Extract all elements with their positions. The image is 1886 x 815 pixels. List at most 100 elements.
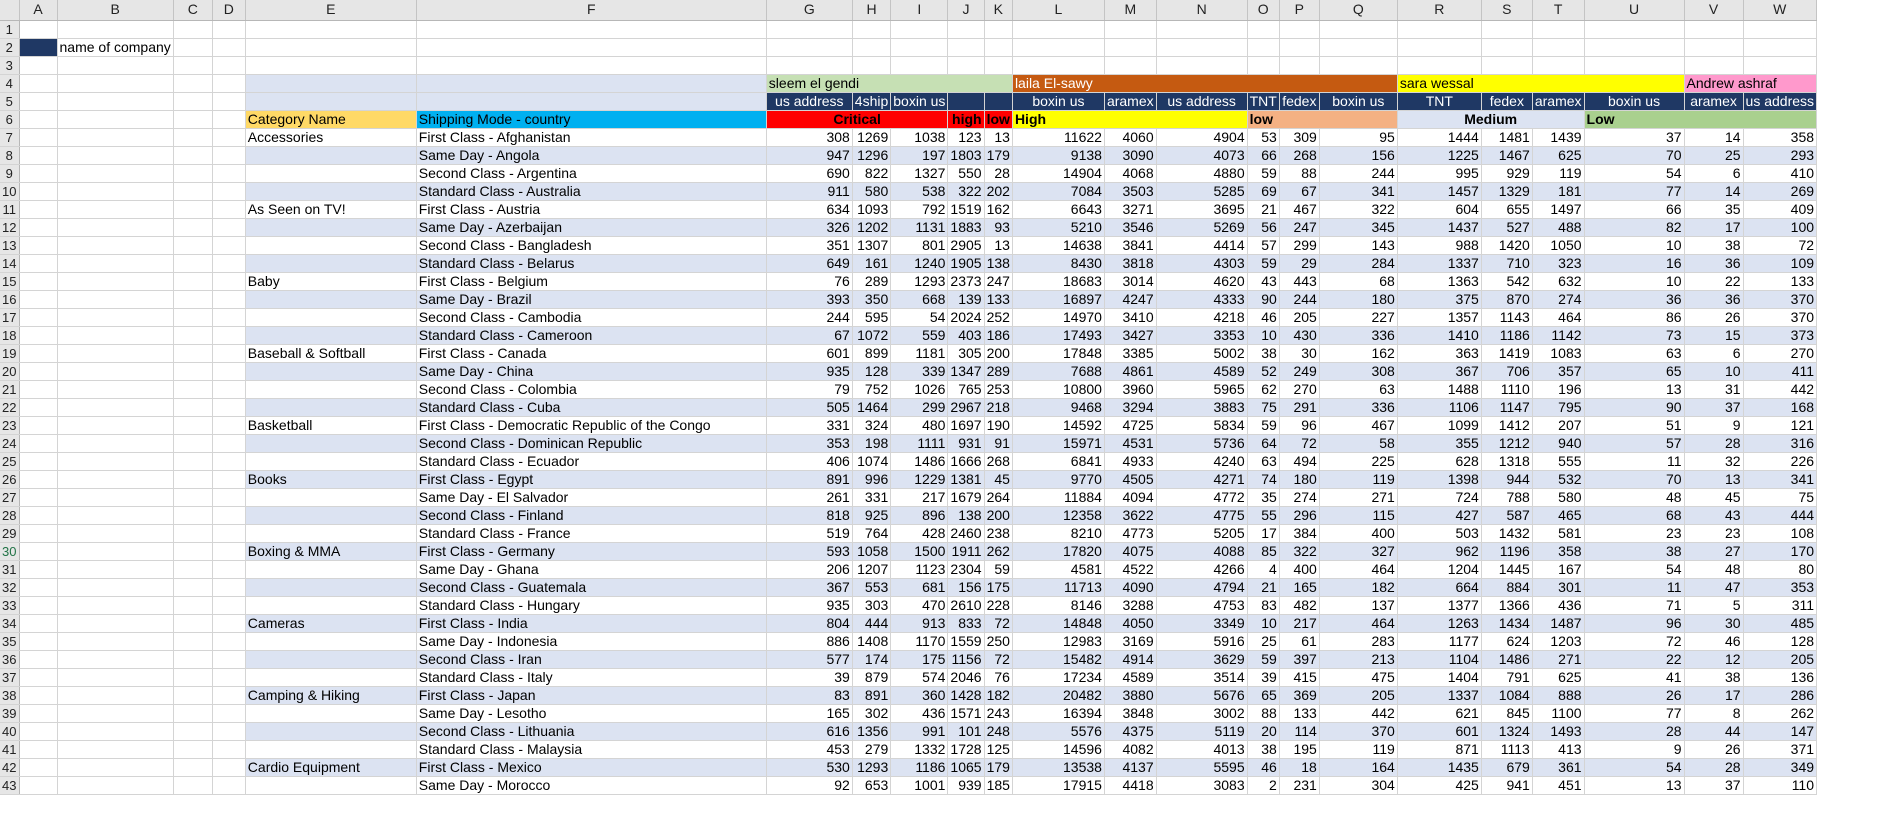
cell[interactable]: [245, 56, 417, 75]
column-header[interactable]: T: [1532, 0, 1585, 21]
value-cell[interactable]: 944: [1481, 470, 1533, 489]
cell[interactable]: [212, 740, 246, 759]
category-cell[interactable]: Basketball: [245, 416, 417, 435]
value-cell[interactable]: 3514: [1156, 668, 1248, 687]
row-number[interactable]: 12: [0, 218, 20, 237]
value-cell[interactable]: 1488: [1397, 380, 1482, 399]
shipping-cell[interactable]: Second Class - Guatemala: [416, 578, 767, 597]
cell[interactable]: [1684, 38, 1744, 57]
value-cell[interactable]: 1038: [890, 128, 949, 147]
column-header[interactable]: A: [19, 0, 58, 21]
cell[interactable]: [19, 578, 58, 597]
value-cell[interactable]: 339: [890, 362, 949, 381]
value-cell[interactable]: 1445: [1481, 560, 1533, 579]
category-cell[interactable]: [245, 380, 417, 399]
cell[interactable]: [212, 74, 246, 93]
value-cell[interactable]: 252: [984, 308, 1013, 327]
value-cell[interactable]: 4375: [1104, 722, 1157, 741]
cell[interactable]: [173, 20, 213, 39]
shipping-cell[interactable]: Same Day - Angola: [416, 146, 767, 165]
cell[interactable]: [1279, 56, 1320, 75]
value-cell[interactable]: 83: [1247, 596, 1280, 615]
value-cell[interactable]: 1296: [852, 146, 892, 165]
cell[interactable]: [57, 758, 174, 777]
shipping-cell[interactable]: First Class - Afghanistan: [416, 128, 767, 147]
cell[interactable]: [852, 20, 892, 39]
value-cell[interactable]: 488: [1532, 218, 1585, 237]
value-cell[interactable]: 1332: [890, 740, 949, 759]
value-cell[interactable]: 1143: [1481, 308, 1533, 327]
value-cell[interactable]: 355: [1397, 434, 1482, 453]
row-number[interactable]: 18: [0, 326, 20, 345]
value-cell[interactable]: 3002: [1156, 704, 1248, 723]
value-cell[interactable]: 475: [1319, 668, 1398, 687]
cell[interactable]: [766, 56, 853, 75]
value-cell[interactable]: 752: [852, 380, 892, 399]
value-cell[interactable]: 4218: [1156, 308, 1248, 327]
cell[interactable]: [173, 146, 213, 165]
value-cell[interactable]: 1366: [1481, 596, 1533, 615]
cell[interactable]: [984, 20, 1013, 39]
value-cell[interactable]: 59: [1247, 164, 1280, 183]
cell[interactable]: [19, 704, 58, 723]
cell[interactable]: [57, 560, 174, 579]
value-cell[interactable]: 139: [947, 290, 985, 309]
shipping-cell[interactable]: Standard Class - Italy: [416, 668, 767, 687]
row-number[interactable]: 11: [0, 200, 20, 219]
cell[interactable]: [57, 776, 174, 795]
value-cell[interactable]: 1363: [1397, 272, 1482, 291]
value-cell[interactable]: 13538: [1012, 758, 1105, 777]
value-cell[interactable]: 353: [1743, 578, 1818, 597]
carrier-header[interactable]: aramex: [1532, 92, 1585, 111]
value-cell[interactable]: 17: [1684, 686, 1744, 705]
value-cell[interactable]: 5595: [1156, 758, 1248, 777]
value-cell[interactable]: 444: [1743, 506, 1818, 525]
value-cell[interactable]: 243: [984, 704, 1013, 723]
value-cell[interactable]: 217: [890, 488, 949, 507]
value-cell[interactable]: 88: [1247, 704, 1280, 723]
cell[interactable]: [1397, 56, 1482, 75]
value-cell[interactable]: 4522: [1104, 560, 1157, 579]
value-cell[interactable]: 1356: [852, 722, 892, 741]
value-cell[interactable]: 532: [1532, 470, 1585, 489]
value-cell[interactable]: 286: [1743, 686, 1818, 705]
value-cell[interactable]: 871: [1397, 740, 1482, 759]
cell[interactable]: [173, 38, 213, 57]
category-cell[interactable]: [245, 290, 417, 309]
value-cell[interactable]: 336: [1319, 326, 1398, 345]
value-cell[interactable]: 121: [1743, 416, 1818, 435]
value-cell[interactable]: 36: [1584, 290, 1685, 309]
value-cell[interactable]: 114: [1279, 722, 1320, 741]
value-cell[interactable]: 345: [1319, 218, 1398, 237]
shipping-cell[interactable]: Second Class - Lithuania: [416, 722, 767, 741]
cell[interactable]: [212, 686, 246, 705]
value-cell[interactable]: 1001: [890, 776, 949, 795]
cell[interactable]: [173, 434, 213, 453]
value-cell[interactable]: 341: [1319, 182, 1398, 201]
cell[interactable]: [57, 74, 174, 93]
value-cell[interactable]: 47: [1684, 578, 1744, 597]
value-cell[interactable]: 322: [1319, 200, 1398, 219]
value-cell[interactable]: 4073: [1156, 146, 1248, 165]
priority-low[interactable]: low: [984, 110, 1013, 129]
cell[interactable]: [173, 128, 213, 147]
shipping-cell[interactable]: Same Day - Lesotho: [416, 704, 767, 723]
cell[interactable]: [19, 308, 58, 327]
value-cell[interactable]: 593: [766, 542, 853, 561]
cell[interactable]: [173, 650, 213, 669]
value-cell[interactable]: 888: [1532, 686, 1585, 705]
value-cell[interactable]: 119: [1319, 740, 1398, 759]
value-cell[interactable]: 8430: [1012, 254, 1105, 273]
cell[interactable]: [1532, 20, 1585, 39]
value-cell[interactable]: 268: [984, 452, 1013, 471]
value-cell[interactable]: 38: [1684, 668, 1744, 687]
value-cell[interactable]: 202: [984, 182, 1013, 201]
value-cell[interactable]: 96: [1279, 416, 1320, 435]
value-cell[interactable]: 70: [1584, 146, 1685, 165]
value-cell[interactable]: 706: [1481, 362, 1533, 381]
value-cell[interactable]: 363: [1397, 344, 1482, 363]
value-cell[interactable]: 601: [1397, 722, 1482, 741]
value-cell[interactable]: 5834: [1156, 416, 1248, 435]
row-number[interactable]: 22: [0, 398, 20, 417]
value-cell[interactable]: 553: [852, 578, 892, 597]
